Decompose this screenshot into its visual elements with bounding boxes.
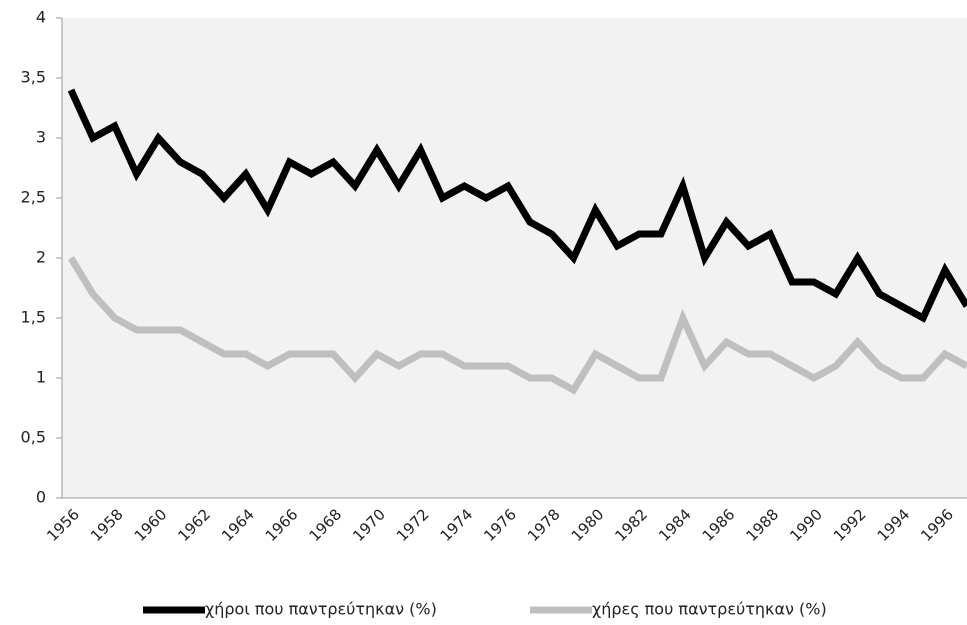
y-tick-label: 1 — [36, 368, 46, 387]
x-tick-label: 1960 — [131, 505, 171, 545]
legend-label: χήροι που παντρεύτηκαν (%) — [205, 600, 437, 619]
x-tick-label: 1962 — [174, 505, 214, 545]
x-tick-label: 1996 — [917, 505, 957, 545]
legend-label: χήρες που παντρεύτηκαν (%) — [592, 600, 827, 619]
x-tick-label: 1986 — [699, 505, 739, 545]
line-series — [68, 256, 967, 395]
x-tick-label: 1958 — [87, 505, 127, 545]
x-tick-label: 1978 — [524, 505, 564, 545]
line-series — [67, 88, 967, 323]
x-tick-label: 1970 — [349, 505, 389, 545]
x-tick-label: 1968 — [305, 505, 345, 545]
y-tick-label: 4 — [36, 8, 46, 27]
y-tick-label: 0 — [36, 488, 46, 507]
x-tick-label: 1990 — [786, 505, 826, 545]
y-tick-label: 2,5 — [21, 188, 46, 207]
x-tick-label: 1984 — [655, 505, 695, 545]
x-tick-label: 1964 — [218, 505, 258, 545]
x-tick-label: 1982 — [611, 505, 651, 545]
x-tick-label: 1994 — [874, 505, 914, 545]
y-tick-label: 0,5 — [21, 428, 46, 447]
x-tick-label: 1966 — [262, 505, 302, 545]
x-tick-label: 1980 — [568, 505, 608, 545]
x-tick-label: 1992 — [830, 505, 870, 545]
x-tick-label: 1956 — [43, 505, 83, 545]
x-tick-label: 1972 — [393, 505, 433, 545]
y-tick-label: 3,5 — [21, 68, 46, 87]
y-tick-label: 3 — [36, 128, 46, 147]
y-tick-label: 1,5 — [21, 308, 46, 327]
x-tick-label: 1988 — [742, 505, 782, 545]
plot-area — [62, 18, 967, 498]
x-tick-label: 1974 — [437, 505, 477, 545]
x-tick-label: 1976 — [480, 505, 520, 545]
y-tick-label: 2 — [36, 248, 46, 267]
